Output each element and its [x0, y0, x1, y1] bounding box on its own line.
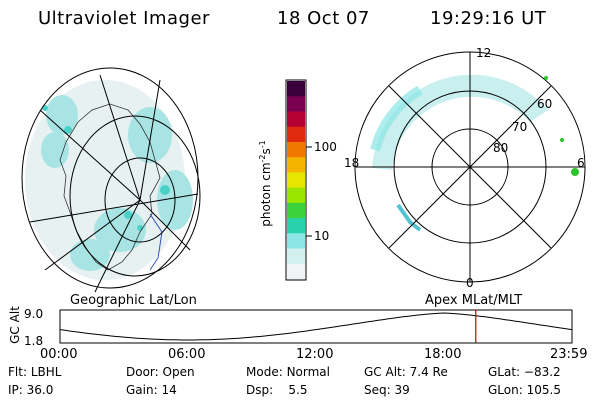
- mode-info: Mode: Normal: [246, 365, 330, 379]
- mlt-label-6: 6: [577, 156, 585, 170]
- mlt-label-12: 12: [476, 46, 492, 60]
- timeline-y-title: GC Alt: [7, 306, 22, 344]
- gain-info: Gain: 14: [126, 383, 177, 397]
- color-bar-tick-10: 10: [314, 229, 330, 243]
- mlat-label-60: 60: [537, 97, 553, 111]
- filter-info: Flt: LBHL: [8, 365, 62, 379]
- date-label: 18 Oct 07: [277, 8, 370, 29]
- timeline-x-tick-4: 23:59: [550, 347, 588, 362]
- uv-emission-bright: [42, 105, 170, 231]
- timeline-x-tick-0: 00:00: [40, 347, 78, 362]
- auroral-bright-band: [396, 203, 422, 232]
- altitude-curve: [59, 312, 573, 341]
- timeline-plot: [59, 309, 573, 344]
- color-bar-segment: [287, 202, 305, 219]
- color-bar-tick-100: 100: [314, 140, 337, 154]
- color-bar-segment: [287, 263, 305, 280]
- geo-panel-caption: Geographic Lat/Lon: [70, 293, 197, 308]
- mlat-label-80: 80: [493, 141, 509, 155]
- timeline-x-tick-2: 12:00: [296, 347, 334, 362]
- color-bar-segment: [287, 233, 305, 250]
- polar-panel: [354, 51, 586, 283]
- glat-info: GLat: −83.2: [488, 365, 561, 379]
- color-bar: [285, 79, 307, 281]
- color-bar-segment: [287, 126, 305, 143]
- color-bar-ticks: [306, 146, 312, 237]
- color-bar-segment: [287, 218, 305, 234]
- color-bar-segment: [287, 111, 305, 128]
- gcalt-info: GC Alt: 7.4 Re: [364, 365, 448, 379]
- instrument-title: Ultraviolet Imager: [38, 8, 210, 29]
- mlt-label-0: 0: [466, 276, 474, 290]
- timeline-y-tick-bottom: 1.8: [24, 334, 44, 348]
- color-bar-segment: [287, 248, 305, 265]
- coastline-blue: [149, 213, 163, 271]
- color-bar-segment: [287, 157, 305, 173]
- color-bar-segment: [287, 141, 305, 158]
- geo-grid: [21, 67, 201, 293]
- color-bar-segment: [287, 96, 305, 112]
- color-bar-segment: [287, 172, 305, 189]
- color-bar-segment: [287, 187, 305, 204]
- color-bar-unit: photon cm-2s-1: [257, 140, 273, 227]
- seq-info: Seq: 39: [364, 383, 410, 397]
- timeline-x-tick-3: 18:00: [424, 347, 462, 362]
- mlt-label-18: 18: [344, 156, 360, 170]
- door-info: Door: Open: [126, 365, 195, 379]
- polar-panel-caption: Apex MLat/MLT: [425, 293, 523, 308]
- timeline-x-tick-1: 06:00: [168, 347, 206, 362]
- timeline-y-tick-top: 9.0: [24, 307, 44, 321]
- bright-spot: [571, 168, 579, 176]
- mlat-label-70: 70: [512, 120, 528, 134]
- dsp-info: Dsp: 5.5: [246, 383, 308, 397]
- continent-outline: [59, 103, 161, 271]
- glon-info: GLon: 105.5: [488, 383, 561, 397]
- ip-info: IP: 36.0: [8, 383, 54, 397]
- color-bar-segment: [287, 81, 305, 97]
- time-label: 19:29:16 UT: [430, 8, 547, 29]
